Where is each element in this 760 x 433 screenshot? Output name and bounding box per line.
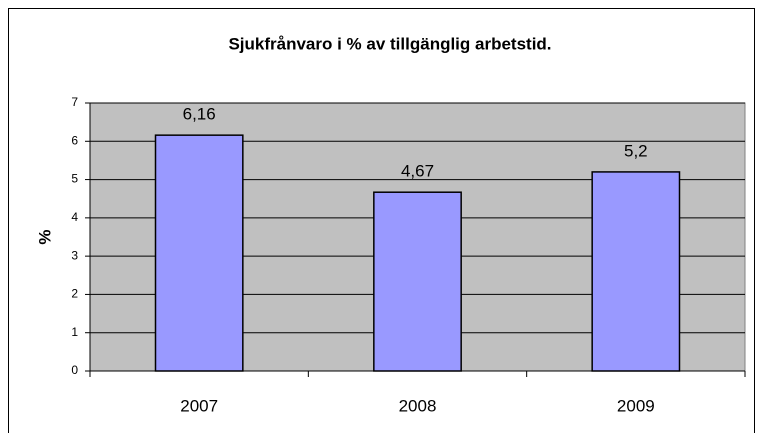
y-tick-label: 1 (71, 325, 78, 339)
chart-border (8, 8, 755, 433)
x-tick-label: 2008 (399, 396, 437, 415)
y-tick-label: 6 (71, 133, 78, 147)
bar (591, 171, 681, 372)
y-axis-label: % (35, 229, 54, 244)
data-label: 4,67 (401, 162, 434, 181)
data-label: 5,2 (624, 141, 648, 160)
x-tick-label: 2009 (617, 396, 655, 415)
y-tick-label: 7 (71, 95, 78, 109)
bar (154, 134, 244, 372)
y-tick-label: 4 (71, 210, 78, 224)
y-tick-label: 5 (71, 172, 78, 186)
data-label: 6,16 (183, 105, 216, 124)
chart-title: Sjukfrånvaro i % av tillgänglig arbetsti… (228, 34, 551, 53)
bar (373, 191, 462, 372)
y-tick-label: 0 (71, 363, 78, 377)
x-tick-label: 2007 (180, 396, 218, 415)
y-tick-label: 3 (71, 248, 78, 262)
y-tick-label: 2 (71, 287, 78, 301)
